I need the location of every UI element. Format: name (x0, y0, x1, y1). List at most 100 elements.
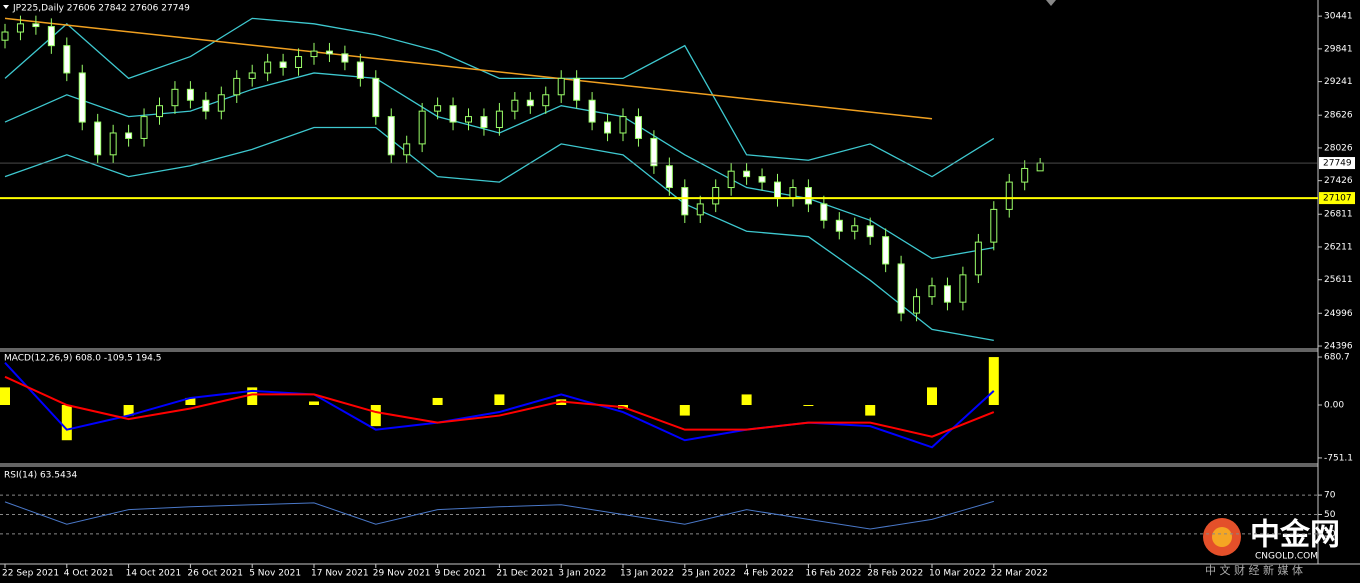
candle-body (264, 61, 272, 74)
indicator-line (4, 375, 995, 438)
candle-body (526, 99, 534, 107)
candle-body (171, 88, 179, 107)
y-tick-label: 26211 (1324, 242, 1353, 252)
candle-body (943, 285, 951, 303)
rsi-title: RSI(14) 63.5434 (4, 471, 77, 481)
y-tick-label: 28626 (1324, 111, 1353, 121)
candle-body (743, 170, 751, 178)
indicator-line (4, 500, 994, 530)
candle-body (1036, 162, 1044, 172)
macd-bar (309, 401, 319, 405)
macd-bar (0, 387, 10, 405)
candle-body (758, 176, 766, 183)
y-tick-label: 680.7 (1324, 353, 1350, 363)
candle-body (634, 116, 642, 139)
candle-body (712, 187, 720, 205)
candle-body (619, 116, 627, 134)
x-tick-label: 29 Nov 2021 (373, 569, 431, 579)
candle-body (387, 116, 395, 156)
y-tick-label: 30441 (1324, 12, 1353, 22)
price-tag-label: 27749 (1323, 159, 1352, 169)
macd-title: MACD(12,26,9) 608.0 -109.5 194.5 (4, 354, 161, 364)
macd-bar (185, 397, 196, 405)
indicator-line (4, 17, 995, 178)
macd-bar (988, 357, 999, 405)
candle-body (465, 116, 472, 123)
candle-body (557, 77, 565, 96)
candle-body (356, 61, 364, 79)
x-tick-label: 22 Mar 2022 (991, 569, 1048, 579)
candle-body (866, 225, 874, 238)
y-tick-label: 29241 (1324, 77, 1353, 87)
price-tag-label: 27107 (1323, 194, 1352, 204)
chart-title: JP225,Daily 27606 27842 27606 27749 (12, 4, 190, 14)
y-tick-label: 27426 (1324, 176, 1353, 186)
trendline (4, 17, 933, 120)
macd-bar (927, 387, 937, 405)
candle-body (325, 50, 333, 55)
candle-body (835, 219, 843, 232)
candle-body (310, 50, 318, 58)
candle-body (217, 94, 225, 112)
candle-body (665, 165, 673, 189)
candle-body (1005, 181, 1013, 210)
candle-body (279, 61, 287, 68)
y-tick-label: 29841 (1324, 44, 1353, 54)
y-tick-label: -751.1 (1324, 453, 1353, 463)
x-tick-label: 25 Jan 2022 (682, 569, 736, 579)
macd-bar (803, 404, 814, 406)
x-tick-label: 13 Jan 2022 (620, 569, 674, 579)
y-tick-label: 24996 (1324, 309, 1353, 319)
candle-body (913, 296, 921, 314)
candle-body (403, 143, 411, 156)
watermark-name: 中金网 (1250, 518, 1340, 553)
indicator-line (4, 126, 994, 342)
candle-body (604, 121, 612, 134)
x-tick-label: 28 Feb 2022 (867, 569, 923, 579)
macd-bar (61, 404, 72, 441)
candle-body (495, 110, 503, 129)
macd-bar (432, 397, 443, 405)
candle-body (974, 241, 982, 276)
candle-body (434, 105, 442, 112)
candle-body (928, 285, 936, 298)
y-tick-label: 24396 (1324, 342, 1353, 352)
menu-arrow (3, 5, 9, 9)
x-tick-label: 16 Feb 2022 (805, 569, 861, 579)
candle-body (804, 187, 812, 205)
macd-bar (679, 404, 690, 416)
y-tick-label: 70 (1324, 491, 1336, 501)
x-tick-label: 9 Dec 2021 (435, 569, 487, 579)
candle-body (449, 105, 457, 123)
x-tick-label: 4 Feb 2022 (744, 569, 794, 579)
candle-body (727, 170, 735, 189)
x-tick-label: 21 Dec 2021 (496, 569, 554, 579)
macd-bar (370, 404, 381, 427)
candle-body (418, 110, 426, 145)
candle-body (47, 26, 55, 47)
macd-bar (865, 404, 876, 416)
candle-body (882, 236, 890, 265)
candle-body (897, 263, 905, 314)
candle-body (125, 132, 133, 139)
x-tick-label: 14 Oct 2021 (126, 569, 182, 579)
candle-body (573, 77, 581, 101)
x-tick-label: 17 Nov 2021 (311, 569, 369, 579)
candle-body (511, 99, 519, 112)
candle-body (1, 31, 9, 41)
y-tick-label: 25611 (1324, 275, 1353, 285)
x-tick-label: 10 Mar 2022 (929, 569, 986, 579)
y-tick-label: 28026 (1324, 143, 1353, 153)
candle-body (851, 225, 859, 232)
candle-body (32, 23, 40, 28)
macd-bar (123, 404, 134, 416)
x-tick-label: 22 Sep 2021 (2, 569, 59, 579)
x-tick-label: 26 Oct 2021 (187, 569, 243, 579)
candle-body (233, 77, 241, 96)
candle-body (820, 203, 828, 221)
candle-body (681, 187, 689, 216)
candle-body (16, 23, 24, 33)
candle-body (588, 99, 596, 123)
